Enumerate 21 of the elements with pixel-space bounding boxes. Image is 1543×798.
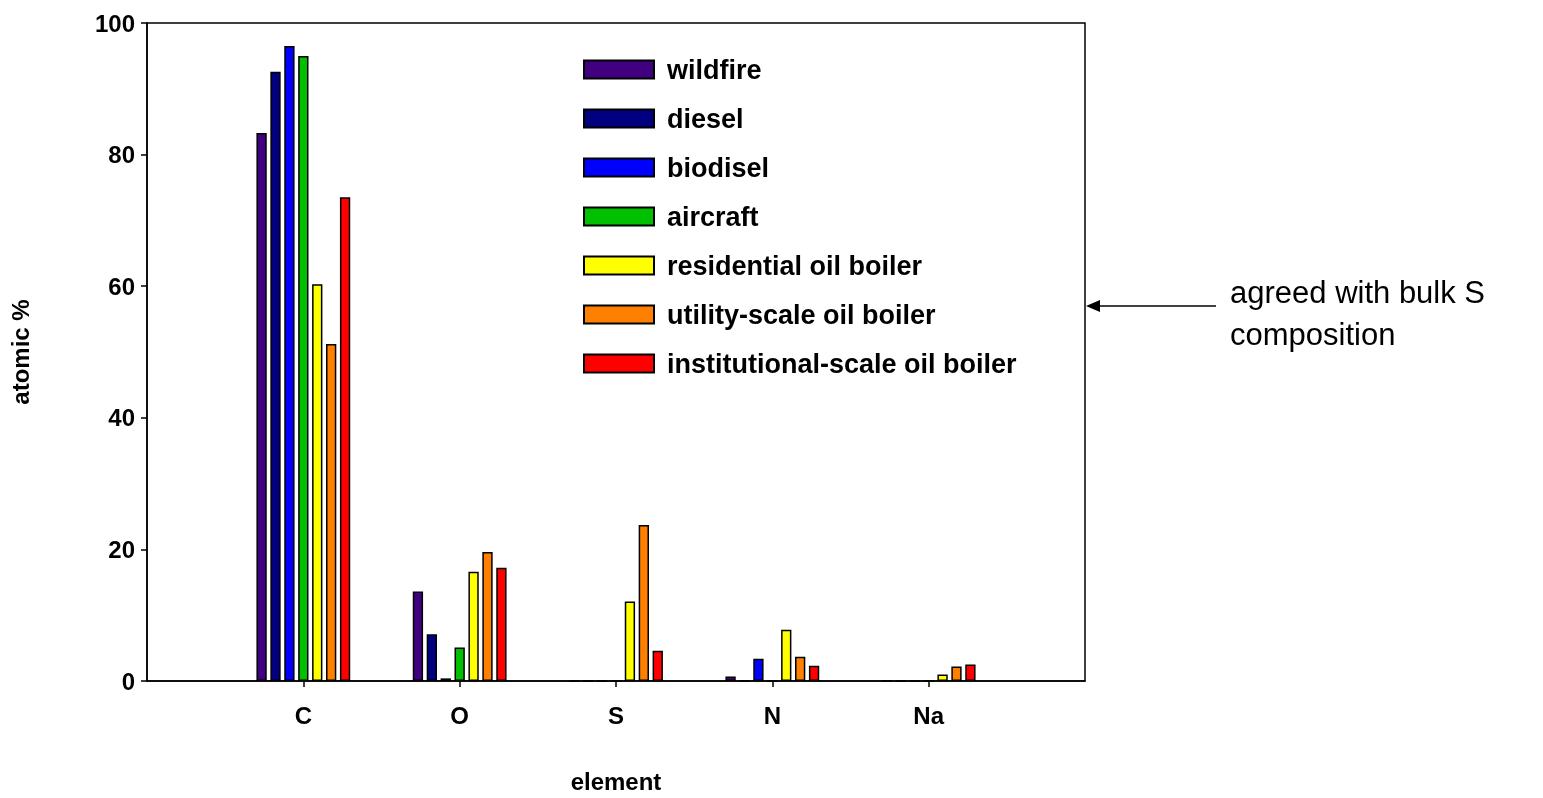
x-tick-label: N <box>763 701 782 729</box>
legend-label: residential oil boiler <box>667 250 923 281</box>
y-tick-label: 40 <box>108 404 135 432</box>
legend-label: aircraft <box>667 201 759 232</box>
legend-label: utility-scale oil boiler <box>667 299 937 330</box>
x-axis-title: element <box>570 767 662 795</box>
legend-label: biodisel <box>667 152 770 183</box>
legend-label: diesel <box>667 103 744 134</box>
x-tick-label: S <box>607 701 625 729</box>
y-axis-title: atomic % <box>6 299 34 405</box>
x-tick-label: Na <box>913 701 945 729</box>
y-tick-label: 100 <box>94 9 135 37</box>
x-tick-label: C <box>294 701 313 729</box>
text: agreed with bulk S composition <box>1230 274 1487 354</box>
legend-label: wildfire <box>666 54 762 85</box>
y-tick-label: 0 <box>121 667 135 695</box>
legend-label: institutional-scale oil boiler <box>667 348 1018 379</box>
y-tick-label: 80 <box>108 141 135 169</box>
y-tick-label: 60 <box>108 272 135 300</box>
y-tick-label: 20 <box>108 535 135 563</box>
x-tick-label: O <box>450 701 469 729</box>
